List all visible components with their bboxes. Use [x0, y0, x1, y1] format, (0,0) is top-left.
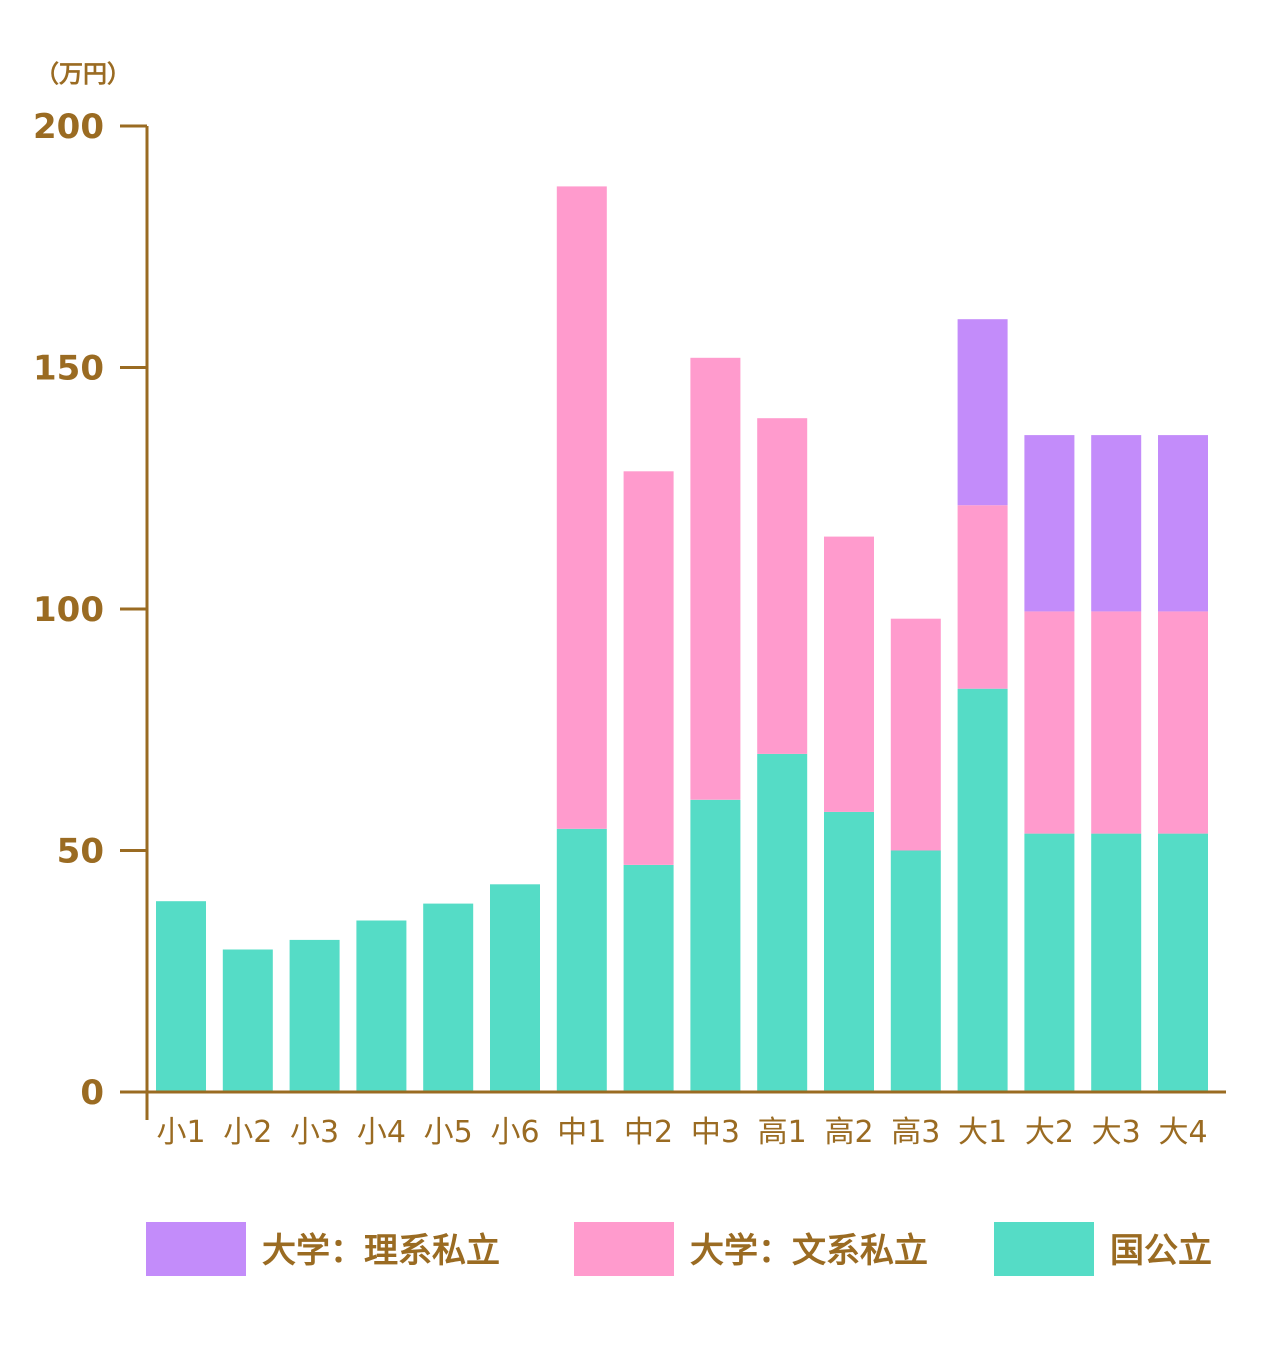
x-tick-label: 大4 [1158, 1115, 1207, 1150]
x-tick-label: 小2 [223, 1115, 272, 1150]
legend-swatch [146, 1222, 246, 1276]
x-tick-label: 中2 [624, 1115, 673, 1150]
x-tick-label: 大3 [1092, 1115, 1141, 1150]
x-tick-label: 高3 [891, 1115, 940, 1150]
bar-science-private-16 [1158, 435, 1208, 612]
bar-public-16 [1158, 833, 1208, 1092]
bar-public-9 [690, 799, 741, 1092]
bar-humanities-private-11 [824, 536, 874, 812]
x-tick-label: 大1 [958, 1115, 1007, 1150]
bar-public-4 [356, 920, 407, 1092]
legend-label: 国公立 [1110, 1231, 1212, 1271]
bar-humanities-private-10 [757, 418, 808, 754]
x-tick-label: 小6 [490, 1115, 539, 1150]
bar-public-5 [423, 903, 474, 1092]
bar-humanities-private-15 [1091, 611, 1142, 834]
y-tick-label: 150 [33, 349, 104, 389]
bar-humanities-private-13 [957, 505, 1008, 689]
bar-public-2 [222, 949, 273, 1092]
x-tick-label: 小1 [156, 1115, 205, 1150]
bar-public-15 [1091, 833, 1142, 1092]
y-tick-label: 50 [57, 832, 104, 872]
bar-humanities-private-8 [623, 471, 674, 865]
bar-humanities-private-9 [690, 357, 741, 800]
bar-humanities-private-7 [556, 186, 607, 829]
bar-public-12 [890, 850, 941, 1092]
bar-humanities-private-16 [1158, 611, 1208, 834]
bar-humanities-private-14 [1024, 611, 1075, 834]
bar-public-10 [757, 753, 808, 1092]
x-tick-label: 高1 [758, 1115, 807, 1150]
x-tick-label: 小3 [290, 1115, 339, 1150]
x-tick-label: 中3 [691, 1115, 740, 1150]
x-tick-label: 高2 [824, 1115, 873, 1150]
axes-layer [120, 124, 1226, 1120]
y-tick-label: 0 [80, 1073, 104, 1113]
legend-label: 大学：理系私立 [262, 1231, 500, 1271]
y-tick-label: 100 [33, 590, 104, 630]
legend-swatch [994, 1222, 1094, 1276]
bar-science-private-15 [1091, 435, 1142, 612]
bar-science-private-14 [1024, 435, 1075, 612]
legend-swatch [574, 1222, 674, 1276]
bar-public-1 [156, 901, 206, 1092]
bar-public-14 [1024, 833, 1075, 1092]
x-tick-label: 小5 [424, 1115, 473, 1150]
labels-layer: 小1 小2 小3 小4 小5 小6 中1 中2 中3 高1 高2 高3 大1 大2 大3 大4 0 50 100 15… [33, 60, 1208, 1150]
bar-humanities-private-12 [890, 618, 941, 851]
x-tick-label: 中1 [557, 1115, 606, 1150]
y-tick-label: 200 [33, 107, 104, 147]
bar-public-13 [957, 688, 1008, 1092]
y-axis-unit-label: （万円） [35, 60, 131, 88]
legend-label: 大学：文系私立 [690, 1231, 928, 1271]
x-tick-label: 小4 [357, 1115, 406, 1150]
x-tick-label: 大2 [1025, 1115, 1074, 1150]
bar-public-11 [824, 811, 874, 1092]
bar-public-3 [289, 939, 340, 1092]
bar-science-private-13 [957, 319, 1008, 506]
bars-layer [156, 186, 1208, 1092]
bar-public-8 [623, 865, 674, 1092]
bar-public-6 [490, 884, 540, 1092]
legend: 大学：理系私立 大学：文系私立 国公立 [146, 1222, 1212, 1276]
bar-public-7 [556, 828, 607, 1092]
